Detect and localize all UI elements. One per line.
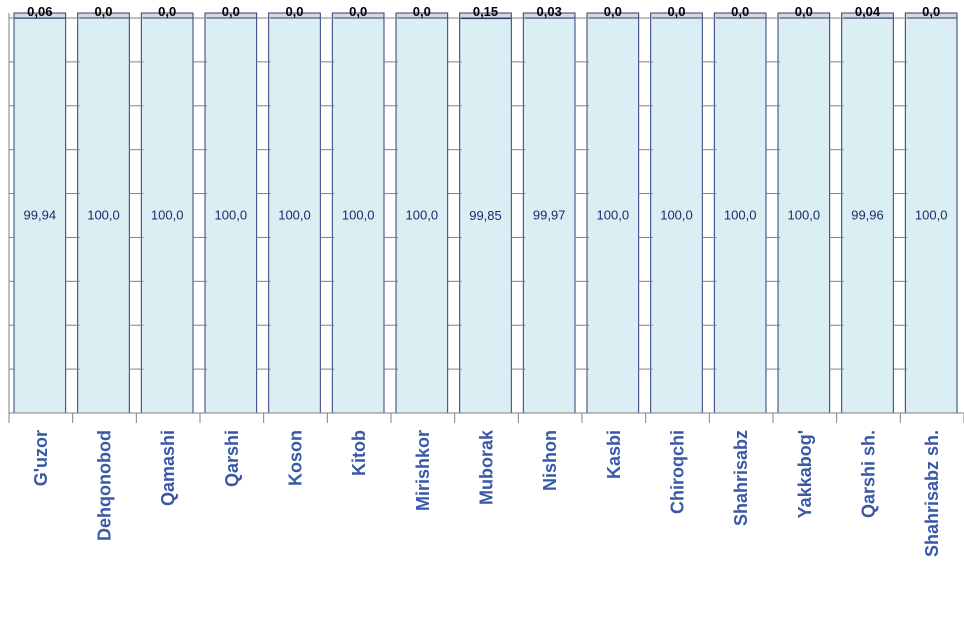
category-label-5: Kitob — [349, 430, 369, 476]
bar-main-9 — [586, 17, 640, 414]
bar-main-5 — [331, 17, 385, 414]
top-label-9: 0,0 — [604, 4, 622, 19]
labels-layer: 99,94 0,06 G'uzor 100,0 0,0 Dehqonobod 100,0 0,… — [24, 4, 948, 557]
bar-main-0 — [13, 17, 67, 414]
value-label-5: 100,0 — [342, 208, 375, 223]
bar-main-2 — [140, 17, 194, 414]
bar-main-6 — [395, 17, 449, 414]
top-label-11: 0,0 — [731, 4, 749, 19]
top-label-8: 0,03 — [537, 4, 562, 19]
category-label-8: Nishon — [540, 430, 560, 491]
value-label-2: 100,0 — [151, 208, 184, 223]
bar-top-1 — [77, 12, 130, 19]
top-label-10: 0,0 — [667, 4, 685, 19]
bar-top-12 — [777, 12, 831, 19]
bar-top-5 — [331, 12, 385, 19]
category-label-13: Qarshi sh. — [859, 430, 879, 518]
value-label-3: 100,0 — [215, 208, 248, 223]
top-label-1: 0,0 — [94, 4, 112, 19]
category-label-14: Shahrisabz sh. — [922, 430, 942, 557]
bar-top-6 — [395, 12, 449, 19]
category-label-0: G'uzor — [31, 430, 51, 486]
category-label-10: Chiroqchi — [668, 430, 688, 514]
category-label-1: Dehqonobod — [95, 430, 115, 541]
value-label-14: 100,0 — [915, 208, 948, 223]
axes-layer — [8, 13, 964, 423]
value-label-7: 99,85 — [469, 208, 502, 223]
top-label-12: 0,0 — [795, 4, 813, 19]
category-label-6: Mirishkor — [413, 430, 433, 511]
bar-main-4 — [268, 17, 321, 414]
bar-top-0 — [13, 12, 67, 19]
category-label-4: Koson — [286, 430, 306, 486]
bar-main-12 — [777, 17, 831, 414]
value-label-8: 99,97 — [533, 208, 566, 223]
value-label-13: 99,96 — [851, 208, 884, 223]
value-label-9: 100,0 — [597, 208, 630, 223]
top-label-0: 0,06 — [27, 4, 52, 19]
top-label-14: 0,0 — [922, 4, 940, 19]
category-label-7: Muborak — [477, 429, 497, 505]
category-label-11: Shahrisabz — [731, 430, 751, 526]
bar-top-14 — [904, 12, 958, 19]
value-label-0: 99,94 — [24, 208, 57, 223]
category-label-2: Qamashi — [158, 430, 178, 506]
value-label-4: 100,0 — [278, 208, 311, 223]
category-label-3: Qarshi — [222, 430, 242, 487]
value-label-6: 100,0 — [406, 208, 439, 223]
value-label-12: 100,0 — [788, 208, 821, 223]
value-label-10: 100,0 — [660, 208, 693, 223]
bar-top-9 — [586, 12, 640, 19]
bars-layer — [13, 12, 958, 414]
bar-top-4 — [268, 12, 321, 19]
category-label-12: Yakkabog' — [795, 430, 815, 518]
top-label-2: 0,0 — [158, 4, 176, 19]
bar-main-8 — [522, 17, 576, 414]
category-label-9: Kasbi — [604, 430, 624, 479]
top-label-7: 0,15 — [473, 4, 498, 19]
top-label-6: 0,0 — [413, 4, 431, 19]
bar-top-3 — [204, 12, 258, 19]
bar-top-2 — [140, 12, 194, 19]
value-label-11: 100,0 — [724, 208, 757, 223]
bar-top-8 — [522, 12, 576, 19]
top-label-3: 0,0 — [222, 4, 240, 19]
top-label-5: 0,0 — [349, 4, 367, 19]
bar-main-13 — [841, 17, 894, 414]
bar-main-10 — [650, 17, 703, 414]
value-label-1: 100,0 — [87, 208, 120, 223]
bar-top-11 — [713, 12, 767, 19]
top-label-13: 0,04 — [855, 4, 881, 19]
top-label-4: 0,0 — [285, 4, 303, 19]
bar-main-14 — [904, 17, 958, 414]
bar-top-13 — [841, 12, 894, 19]
bar-main-7 — [459, 18, 512, 414]
bar-top-10 — [650, 12, 703, 19]
bar-top-7 — [459, 12, 512, 19]
